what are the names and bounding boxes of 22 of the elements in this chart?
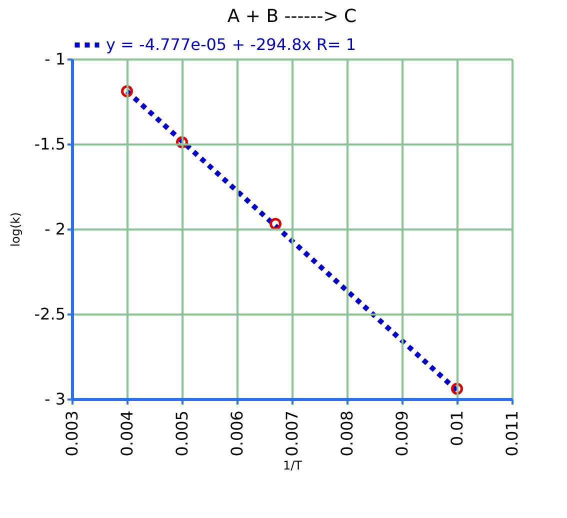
x-axis-title: 1/T <box>282 458 303 472</box>
y-tick-label: - 1 <box>44 50 66 68</box>
y-tick-label: - 3 <box>44 390 66 408</box>
x-tick-label: 0.008 <box>338 410 356 456</box>
y-tick-label: -2.5 <box>34 304 66 324</box>
x-tick-label: 0.007 <box>282 410 302 456</box>
x-tick-label: 0.006 <box>228 410 246 456</box>
point <box>176 136 188 148</box>
legend-label: y = -4.777e-05 + -294.8x R= 1 <box>106 35 356 54</box>
x-tick-label: 0.009 <box>392 410 412 456</box>
y-tick-label: - 2 <box>44 220 66 238</box>
y-axis-title: log(k) <box>8 212 22 247</box>
point <box>121 85 133 98</box>
y-tick-label: -1.5 <box>34 134 66 154</box>
chart-title: A + B ------> C <box>227 6 357 27</box>
x-tick-label: 0.01 <box>448 410 466 446</box>
point <box>451 382 463 395</box>
x-tick-label: 0.004 <box>118 410 136 456</box>
x-tick-label: 0.011 <box>502 410 522 456</box>
x-tick-label: 0.005 <box>172 410 192 456</box>
x-tick-label: 0.003 <box>62 410 82 456</box>
point <box>270 218 282 230</box>
